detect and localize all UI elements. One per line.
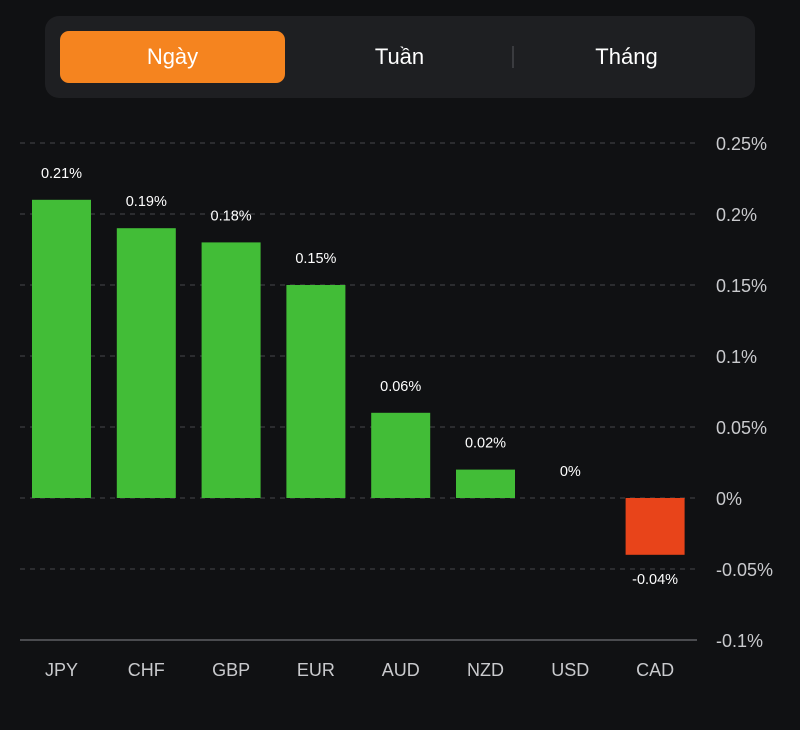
data-label: 0% [560, 464, 581, 480]
bar-eur [286, 285, 346, 498]
x-tick-label: EUR [297, 660, 335, 680]
x-tick-label: GBP [212, 660, 250, 680]
bar-gbp [201, 242, 261, 498]
tab-week[interactable]: Tuần [287, 31, 512, 83]
bar-nzd [456, 469, 515, 498]
y-tick-label: 0.15% [716, 276, 767, 296]
data-label: 0.06% [380, 379, 421, 395]
y-tick-label: 0.05% [716, 418, 767, 438]
x-tick-label: CAD [636, 660, 674, 680]
tab-day-label: Ngày [146, 44, 199, 69]
bar-jpy [32, 199, 91, 499]
tab-month-label: Tháng [595, 44, 658, 69]
y-tick-label: 0.2% [716, 205, 757, 225]
bar-cad [625, 498, 685, 555]
bar-chf [116, 228, 176, 498]
bar-aud [371, 412, 431, 498]
data-label: -0.04% [632, 572, 678, 588]
data-label: 0.02% [465, 436, 506, 452]
tab-week-label: Tuần [374, 44, 425, 69]
y-tick-label: 0.1% [716, 347, 757, 367]
y-tick-label: -0.1% [716, 631, 763, 651]
tab-month[interactable]: Tháng [514, 31, 739, 83]
tab-day[interactable]: Ngày [60, 31, 285, 83]
period-segmented-control: Ngày Tuần Tháng [45, 16, 755, 98]
data-label: 0.21% [41, 166, 82, 182]
data-label: 0.19% [126, 194, 167, 210]
data-label: 0.15% [295, 251, 336, 267]
x-tick-label: JPY [45, 660, 78, 680]
x-tick-label: AUD [382, 660, 420, 680]
y-tick-label: -0.05% [716, 560, 773, 580]
y-tick-label: 0% [716, 489, 742, 509]
x-tick-label: USD [551, 660, 589, 680]
data-label: 0.18% [211, 208, 252, 224]
y-tick-label: 0.25% [716, 134, 767, 154]
x-tick-label: NZD [467, 660, 504, 680]
x-tick-label: CHF [128, 660, 165, 680]
tab-divider [512, 46, 514, 68]
